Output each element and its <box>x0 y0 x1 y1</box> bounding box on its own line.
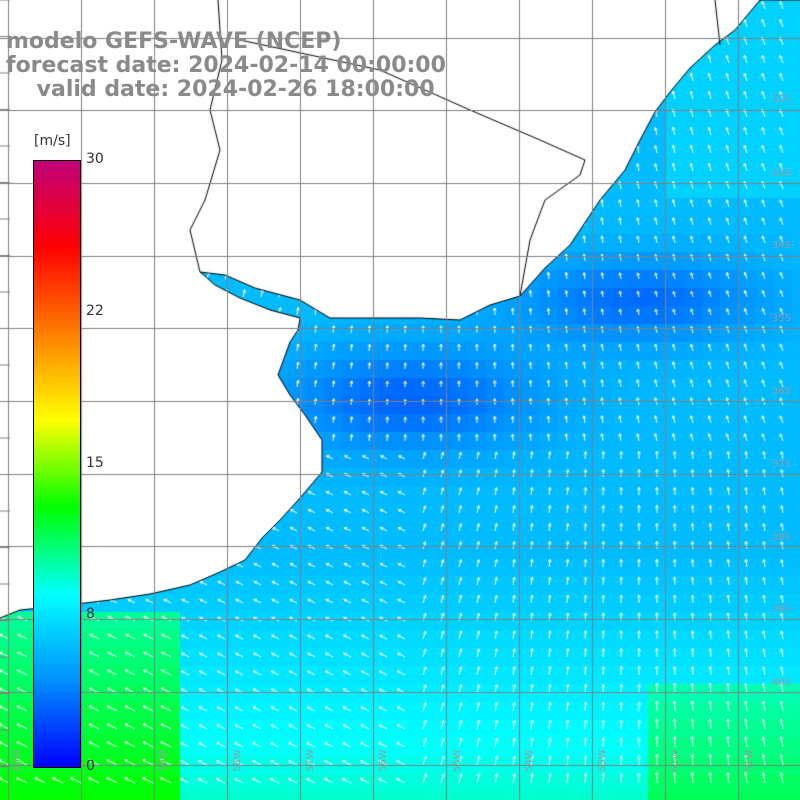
lat-label: 36S <box>772 386 792 397</box>
lat-label: 39S <box>772 604 792 615</box>
lon-label: 51W <box>744 749 755 772</box>
lon-label: 60W <box>12 749 23 772</box>
model-name: modelo GEFS-WAVE (NCEP) <box>6 29 342 54</box>
colorbar-tick-0: 0 <box>86 758 95 774</box>
lon-label: 57W <box>305 749 316 772</box>
lon-label: 54W <box>524 749 535 772</box>
lon-label: 59W <box>158 749 169 772</box>
lat-label: 40S <box>772 677 792 688</box>
colorbar-tick-30: 30 <box>86 151 104 167</box>
lon-label: 53W <box>597 749 608 772</box>
lat-label: 32S <box>772 94 792 105</box>
lat-label: 38S <box>772 532 792 543</box>
colorbar-tick-22: 22 <box>86 303 104 319</box>
lon-label: 58W <box>232 749 243 772</box>
lon-label: 52W <box>670 749 681 772</box>
lon-label: 56W <box>378 749 389 772</box>
forecast-date: forecast date: 2024-02-14 00:00:00 <box>6 53 446 78</box>
lat-label: 35S <box>772 313 792 324</box>
colorbar-tick-15: 15 <box>86 455 104 471</box>
colorbar-unit: [m/s] <box>34 133 71 149</box>
lat-label: 33S <box>772 168 792 179</box>
lat-label: 34S <box>772 240 792 251</box>
colorbar <box>33 160 81 768</box>
lat-label: 37S <box>772 459 792 470</box>
valid-date: valid date: 2024-02-26 18:00:00 <box>6 77 435 102</box>
map-title: modelo GEFS-WAVE (NCEP) forecast date: 2… <box>6 30 446 102</box>
lon-label: 55W <box>452 749 463 772</box>
colorbar-tick-8: 8 <box>86 606 95 622</box>
